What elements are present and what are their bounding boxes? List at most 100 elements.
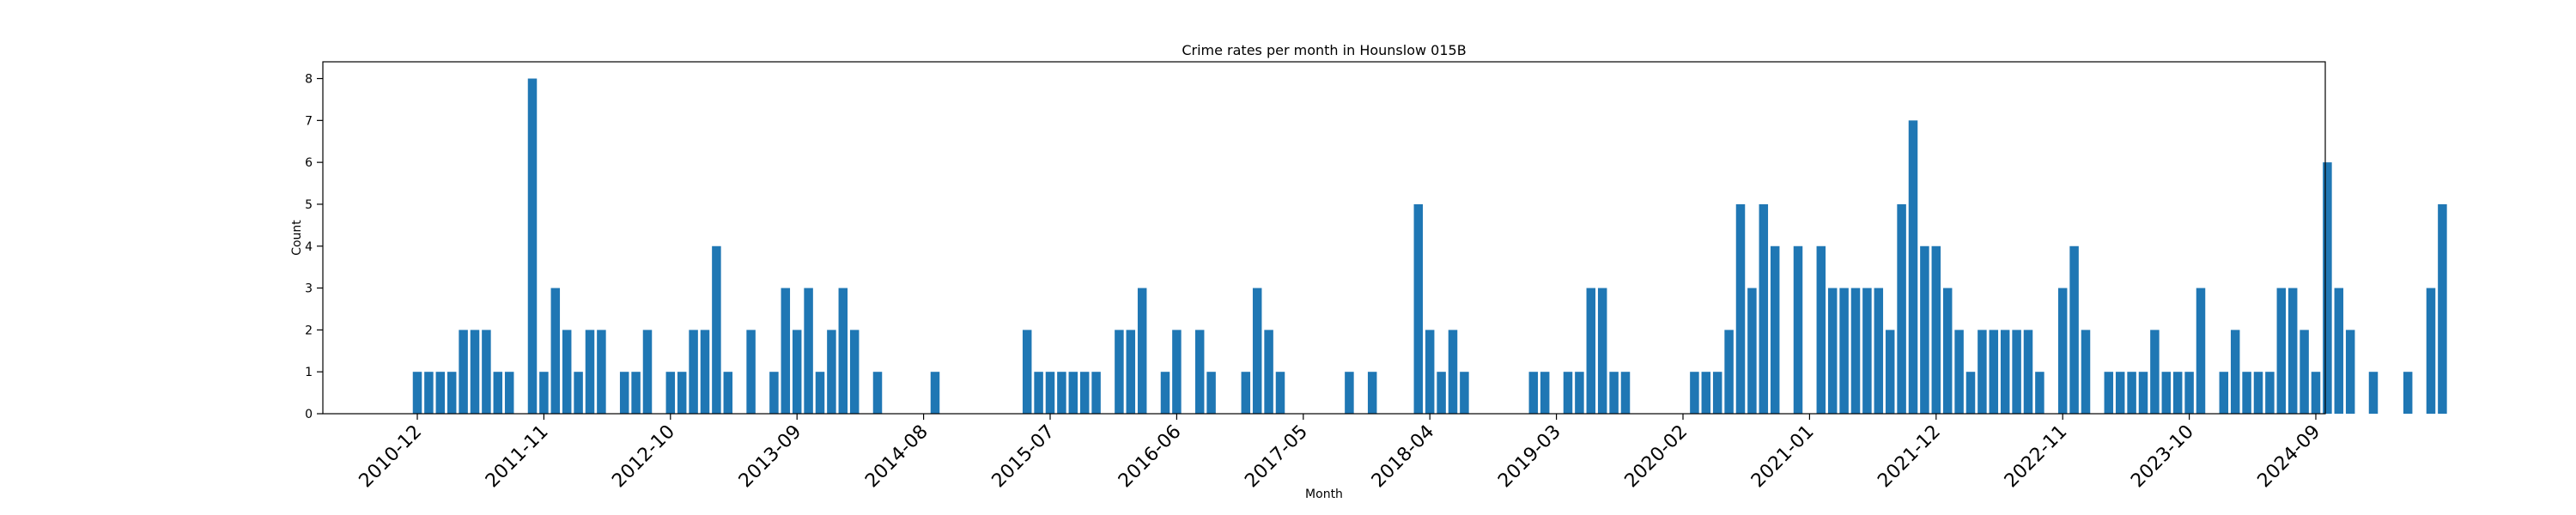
bar <box>1908 120 1918 414</box>
x-axis: 2010-12 2011-11 2012-10 2013-09 2014-08 2015-… <box>355 414 2325 493</box>
x-tick-label: 2018-04 <box>1368 421 1439 493</box>
bar <box>2035 372 2044 414</box>
bar <box>459 330 468 414</box>
bar <box>1862 288 1872 414</box>
bar <box>1194 330 1205 414</box>
bar <box>1413 203 1424 414</box>
bar <box>2334 288 2344 414</box>
plot-frame <box>322 61 2326 415</box>
y-tick-label: 3 <box>305 282 313 296</box>
bar <box>2184 372 2194 414</box>
bar <box>804 288 813 414</box>
bar <box>1115 330 1124 414</box>
bar <box>562 330 572 414</box>
bar <box>1575 372 1584 414</box>
bar <box>1874 288 1884 414</box>
bar <box>746 330 756 414</box>
x-tick-label: 2021-12 <box>1874 421 1945 493</box>
bar <box>689 330 698 414</box>
x-tick-label: 2015-07 <box>988 421 1060 493</box>
bar <box>1690 372 1699 414</box>
x-tick-label: 2012-10 <box>608 421 679 493</box>
bar <box>1759 203 1769 414</box>
bar <box>2253 372 2263 414</box>
bar <box>2426 288 2436 414</box>
x-tick-label: 2021-01 <box>1747 421 1819 493</box>
bar <box>1989 330 1999 414</box>
bar <box>2138 372 2148 414</box>
bar <box>585 330 595 414</box>
bar <box>1816 245 1826 414</box>
bar <box>1022 330 1032 414</box>
bar <box>2403 372 2413 414</box>
x-axis-label: Month <box>1305 488 1343 501</box>
bar <box>1034 372 1043 414</box>
bar <box>1942 288 1953 414</box>
bar <box>1252 288 1262 414</box>
bar <box>838 288 848 414</box>
bar <box>2438 203 2447 414</box>
y-axis-label: Count <box>290 220 304 256</box>
bar <box>1275 372 1285 414</box>
bar <box>424 372 434 414</box>
bar <box>1701 372 1711 414</box>
bar <box>574 372 583 414</box>
bar <box>677 372 687 414</box>
x-tick-label: 2019-03 <box>1494 421 1565 493</box>
x-tick-label: 2023-10 <box>2127 421 2198 493</box>
bar <box>2104 372 2114 414</box>
bar <box>597 330 606 414</box>
bar <box>527 78 538 415</box>
bar <box>1448 330 1458 414</box>
x-tick-label: 2014-08 <box>861 421 933 493</box>
chart-title: Crime rates per month in Hounslow 015B <box>1182 42 1466 58</box>
bar <box>2057 288 2068 414</box>
bar <box>1345 372 1354 414</box>
bar <box>619 372 629 414</box>
y-tick-label: 1 <box>305 366 313 379</box>
bar <box>2012 330 2021 414</box>
bar <box>1793 245 1803 414</box>
bar <box>447 372 457 414</box>
y-tick-label: 6 <box>305 156 313 170</box>
bar <box>2127 372 2136 414</box>
bar <box>781 288 791 414</box>
bar <box>1206 372 1216 414</box>
bar <box>1126 330 1136 414</box>
bar <box>2276 288 2287 414</box>
bar <box>815 372 825 414</box>
bar <box>1827 288 1838 414</box>
x-tick-label: 2024-09 <box>2254 421 2325 493</box>
bar <box>2265 372 2275 414</box>
bar <box>2287 288 2298 414</box>
x-tick-label: 2016-06 <box>1115 421 1186 493</box>
bar <box>849 330 860 414</box>
bar <box>1965 372 1976 414</box>
y-tick-label: 7 <box>305 114 313 128</box>
bar <box>2000 330 2010 414</box>
bar <box>642 330 653 414</box>
x-tick-label: 2010-12 <box>355 421 427 493</box>
bar <box>1620 372 1631 414</box>
bar <box>2323 162 2332 414</box>
bar <box>1264 330 1273 414</box>
bar <box>1057 372 1066 414</box>
bar <box>1460 372 1469 414</box>
bar <box>2172 372 2183 414</box>
bar <box>1839 288 1849 414</box>
bar <box>1850 288 1861 414</box>
bar <box>712 245 721 414</box>
bar <box>470 330 480 414</box>
bar <box>1712 372 1722 414</box>
bar <box>1160 372 1170 414</box>
bar <box>412 372 422 414</box>
x-tick-label: 2022-11 <box>2001 421 2072 493</box>
bar <box>1586 288 1596 414</box>
bar <box>1540 372 1550 414</box>
bar <box>1954 330 1964 414</box>
bar <box>504 372 514 414</box>
bar <box>1437 372 1446 414</box>
bar <box>2300 330 2309 414</box>
bar <box>1724 330 1734 414</box>
